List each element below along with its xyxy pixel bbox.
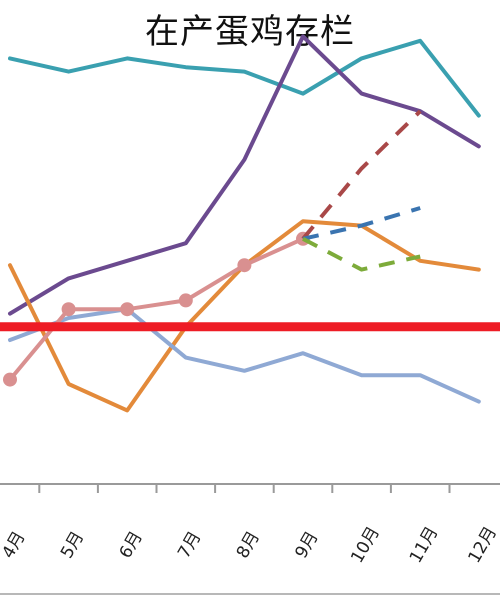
x-tick-label: 10月 bbox=[347, 523, 384, 566]
series-line bbox=[8, 34, 481, 316]
series-point bbox=[61, 302, 76, 317]
x-tick-label: 12月 bbox=[464, 523, 500, 566]
x-tick-label: 4月 bbox=[0, 528, 30, 562]
series-line bbox=[8, 236, 305, 382]
x-tick-label: 9月 bbox=[291, 528, 322, 562]
x-axis-tick-labels: 4月 5月 6月 7月 8月 9月 10月 11月 12月 bbox=[0, 523, 500, 566]
series-line bbox=[302, 206, 421, 241]
x-tick-label: 5月 bbox=[57, 528, 88, 562]
x-tick-label: 7月 bbox=[174, 528, 205, 562]
series-line bbox=[302, 237, 421, 272]
x-tick-label: 11月 bbox=[406, 523, 443, 566]
x-axis-ticks bbox=[38, 484, 451, 493]
x-tick-label: 8月 bbox=[233, 528, 264, 562]
series-point bbox=[120, 302, 135, 317]
series-line bbox=[8, 307, 481, 404]
series-point bbox=[3, 372, 17, 387]
chart-title: 在产蛋鸡存栏 bbox=[145, 12, 355, 52]
series-lines bbox=[3, 34, 481, 413]
x-tick-label: 6月 bbox=[116, 528, 147, 562]
series-point bbox=[237, 258, 252, 273]
series-point bbox=[178, 293, 193, 308]
series-line bbox=[301, 109, 422, 241]
series-line bbox=[8, 38, 481, 118]
